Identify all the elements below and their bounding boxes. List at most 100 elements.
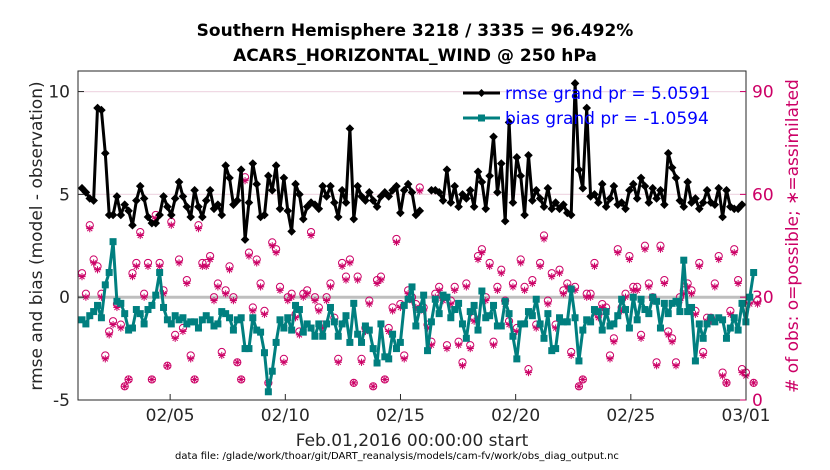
bias-point (156, 269, 164, 277)
bias-point (276, 316, 284, 324)
assimilated-obs-point (637, 334, 645, 342)
assimilated-obs-point (156, 262, 164, 270)
assimilated-obs-point (365, 300, 373, 308)
rmse-point (570, 79, 580, 88)
rmse-point (190, 185, 199, 195)
y-tick-label: 0 (59, 288, 70, 308)
assimilated-obs-point (90, 259, 98, 267)
bias-point (78, 316, 86, 324)
rmse-point (89, 196, 98, 205)
bias-point (746, 293, 754, 301)
bias-point (369, 345, 377, 353)
assimilated-obs-point (633, 286, 641, 294)
bias-point (315, 320, 323, 328)
rmse-point (205, 185, 215, 195)
y2-tick-label: 60 (752, 185, 774, 205)
rmse-point (135, 181, 145, 191)
rmse-point (594, 198, 603, 207)
assimilated-obs-point (354, 276, 362, 284)
y-tick-label: 10 (48, 83, 70, 103)
assimilated-obs-point (256, 283, 265, 291)
bias-point (105, 269, 113, 277)
rmse-point (337, 185, 347, 195)
rmse-point (357, 192, 366, 201)
bias-point (326, 303, 334, 311)
bias-point (90, 308, 98, 316)
assimilated-obs-point (462, 283, 470, 291)
rmse-point (683, 177, 692, 187)
rmse-point (555, 204, 564, 214)
assimilated-obs-point (288, 293, 296, 301)
assimilated-obs-point (280, 358, 288, 366)
assimilated-obs-point (400, 355, 408, 363)
assimilated-obs-point (202, 262, 210, 270)
rmse-point (353, 181, 362, 191)
bias-point (567, 285, 575, 293)
assimilated-obs-point (590, 262, 599, 270)
assimilated-obs-point (303, 290, 311, 298)
legend-bias-label: bias grand pr = -1.0594 (505, 109, 709, 129)
rmse-point (462, 194, 471, 203)
y2-tick-label: 90 (752, 83, 774, 103)
rmse-point (166, 210, 176, 220)
bias-point (691, 357, 699, 365)
assimilated-obs-point (121, 382, 129, 390)
bias-point (249, 314, 257, 322)
assimilated-obs-point (451, 286, 459, 294)
assimilated-obs-point (86, 225, 94, 233)
rmse-point (77, 183, 87, 193)
y-axis-label: rmse and bias (model - observation) (27, 81, 47, 390)
assimilated-obs-point (458, 362, 467, 370)
assimilated-obs-point (295, 331, 304, 339)
rmse-point (644, 198, 654, 207)
rmse-point (698, 198, 708, 207)
rmse-point (718, 212, 727, 222)
assimilated-obs-point (253, 259, 261, 267)
rmse-point (632, 194, 642, 203)
bias-point (711, 318, 719, 326)
assimilated-obs-point (225, 266, 234, 274)
bias-point (618, 295, 626, 303)
bias-point (587, 318, 595, 326)
assimilated-obs-point (117, 324, 125, 332)
assimilated-obs-point (357, 358, 366, 366)
rmse-point (663, 148, 673, 158)
rmse-point (182, 202, 192, 212)
rmse-point (415, 206, 425, 216)
rmse-point (124, 206, 133, 216)
rmse-point (458, 190, 467, 199)
assimilated-obs-point (109, 321, 117, 329)
rmse-point (139, 194, 149, 203)
rmse-point (287, 227, 296, 236)
rmse-point (236, 165, 246, 175)
bias-point (625, 324, 633, 332)
bias-point (226, 314, 234, 322)
bias-point (521, 320, 529, 328)
assimilated-obs-point (194, 225, 203, 233)
rmse-point (345, 124, 355, 133)
rmse-point (314, 204, 324, 214)
assimilated-obs-point (148, 375, 156, 384)
assimilated-obs-point (237, 375, 245, 384)
assimilated-obs-point (517, 259, 525, 267)
rmse-point (229, 200, 238, 209)
rmse-point (221, 161, 230, 170)
rmse-point (504, 118, 514, 127)
bias-point (455, 299, 463, 307)
assimilated-obs-point (93, 266, 102, 274)
bias-point (750, 269, 758, 277)
assimilated-obs-point (140, 293, 148, 301)
assimilated-obs-point (299, 293, 307, 301)
bias-point (462, 334, 470, 342)
rmse-point (267, 185, 277, 195)
rmse-point (97, 105, 106, 115)
rmse-point (481, 204, 491, 214)
rmse-point (648, 183, 658, 193)
bias-point (427, 318, 435, 326)
rmse-point (388, 185, 397, 195)
bias-point (730, 314, 738, 322)
assimilated-obs-point (454, 341, 463, 349)
rmse-point (384, 192, 394, 201)
bias-point (575, 357, 583, 365)
